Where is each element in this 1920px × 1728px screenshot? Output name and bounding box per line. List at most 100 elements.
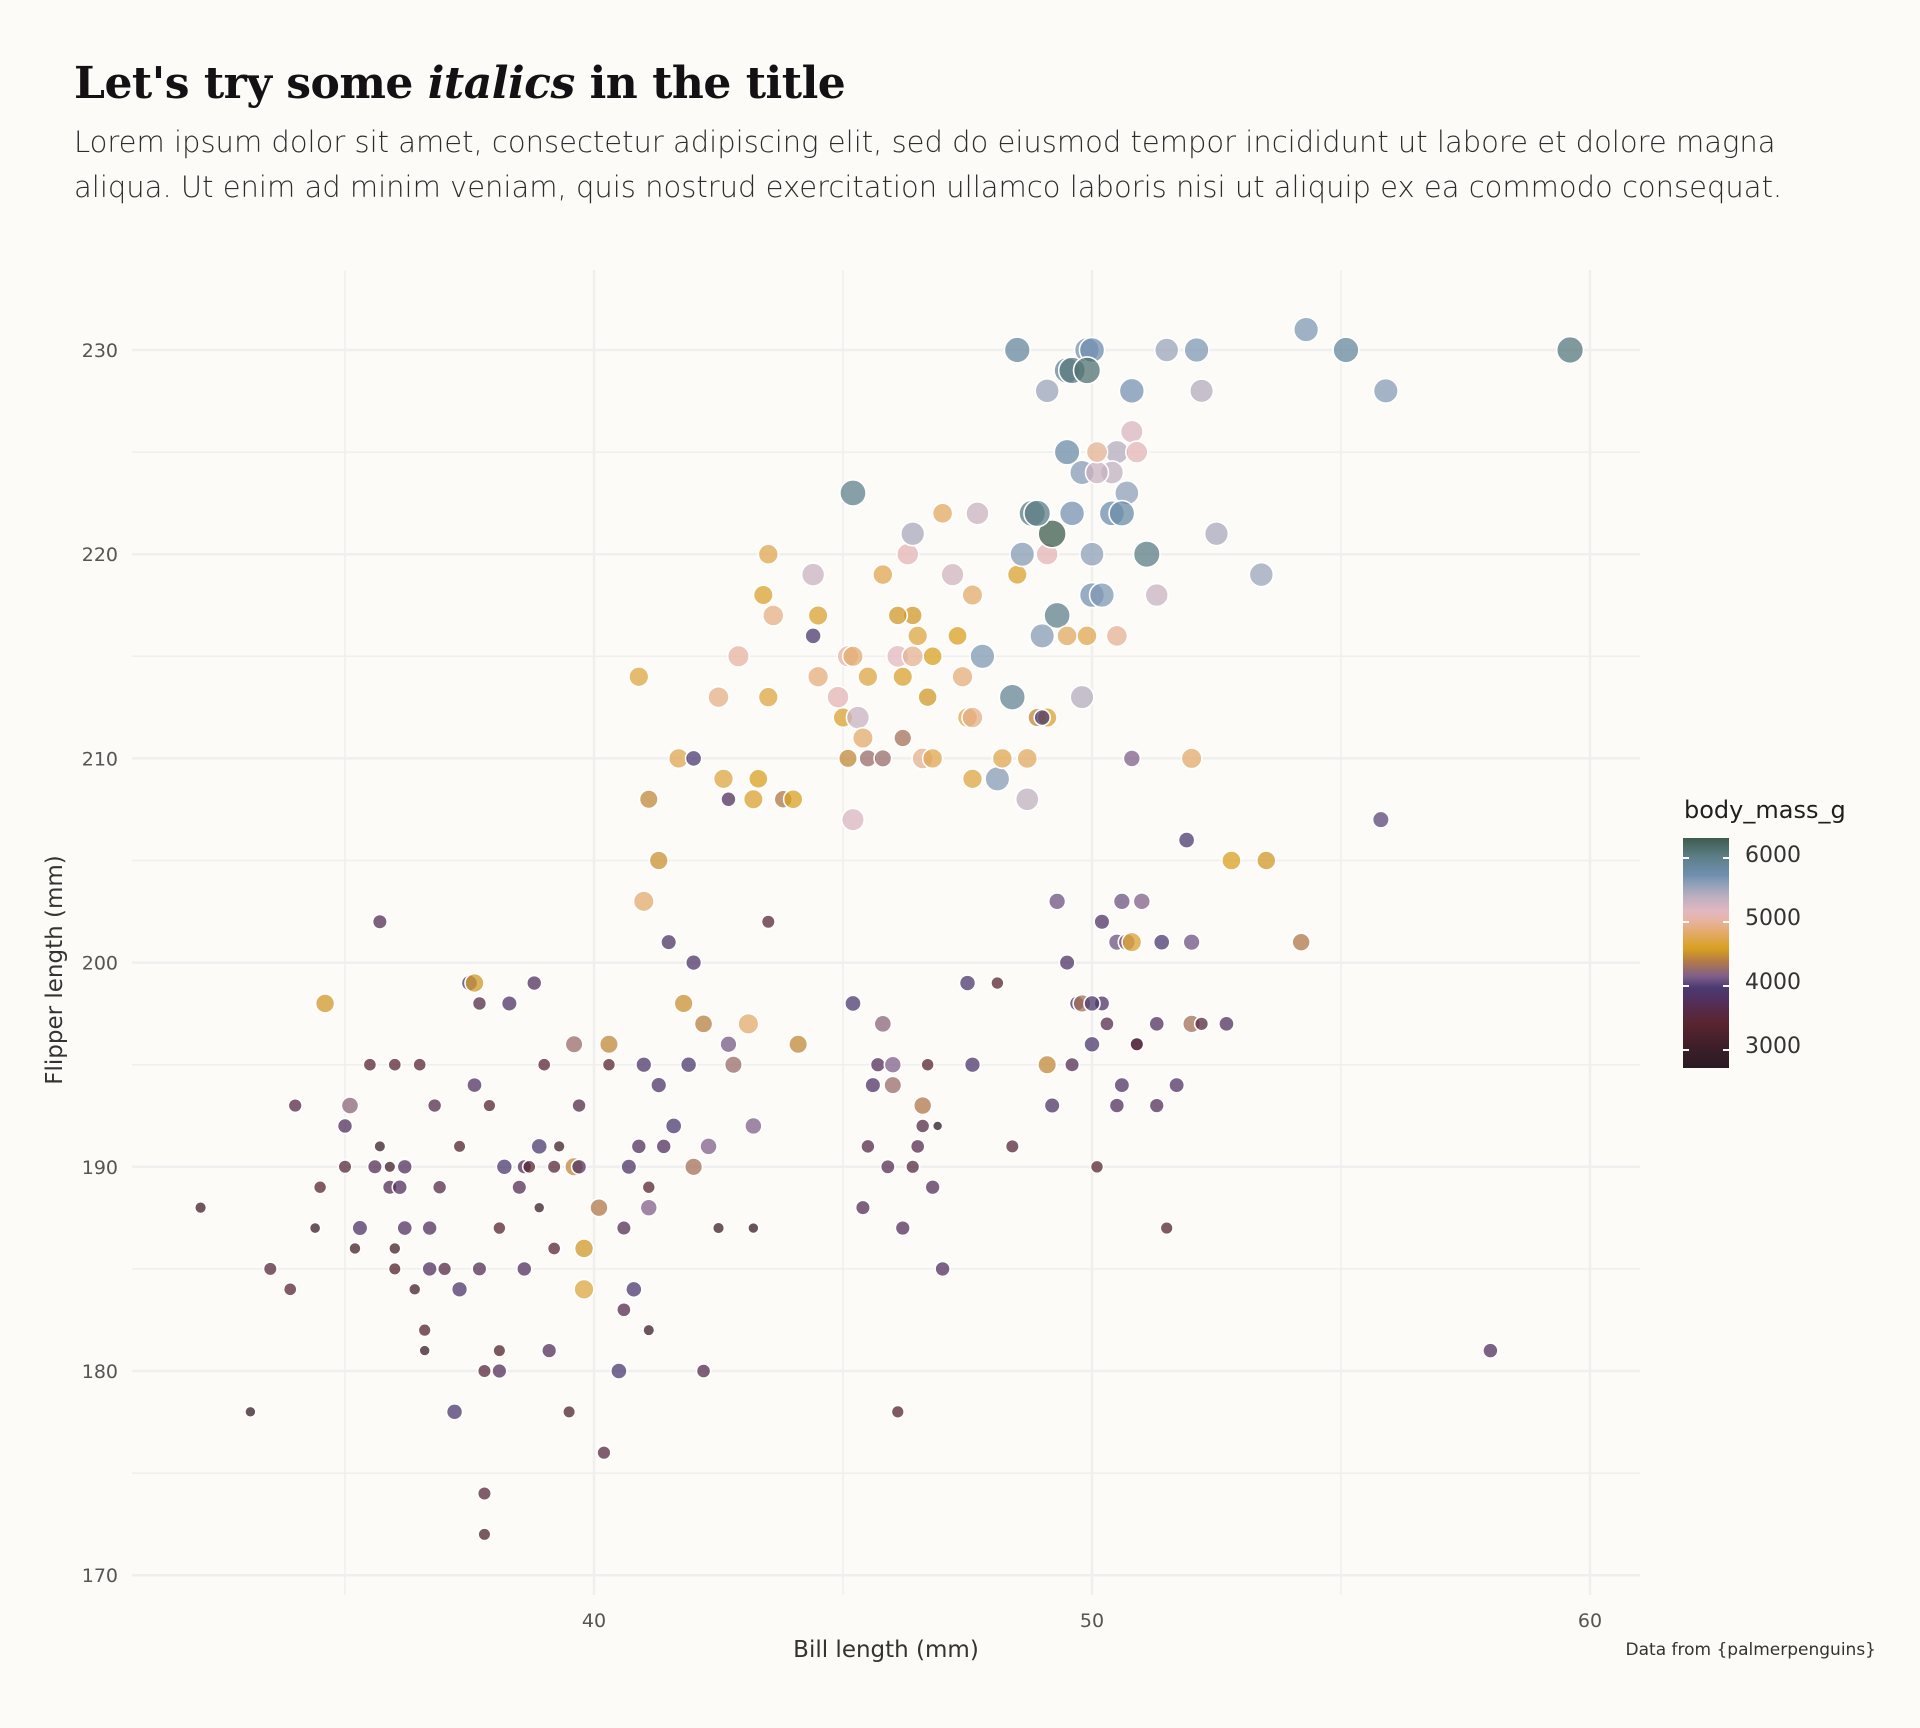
data-point	[387, 1261, 402, 1276]
data-point	[466, 1076, 483, 1094]
data-point	[757, 686, 779, 708]
data-point	[1085, 440, 1109, 464]
data-point	[1099, 1015, 1115, 1032]
data-point	[912, 1095, 933, 1116]
data-point	[571, 1097, 587, 1114]
data-point	[693, 1013, 714, 1034]
data-point	[383, 1160, 397, 1174]
y-axis-ticks: 170 180 190 200 210 220 230	[82, 340, 118, 1587]
data-point	[452, 1139, 467, 1154]
data-point	[683, 1157, 704, 1177]
data-point	[391, 1178, 409, 1196]
data-point	[844, 994, 862, 1013]
data-point	[287, 1097, 303, 1114]
data-point	[673, 993, 694, 1014]
data-point	[1168, 1076, 1186, 1094]
data-point	[894, 1219, 911, 1237]
data-point	[1084, 460, 1110, 485]
data-point	[639, 1198, 659, 1217]
data-point	[431, 1179, 448, 1196]
data-point	[628, 666, 650, 688]
legend-label-3000: 3000	[1745, 1034, 1801, 1059]
data-point	[552, 1139, 566, 1154]
data-point	[1113, 1076, 1131, 1094]
data-point	[546, 1241, 562, 1256]
data-point	[561, 1404, 577, 1419]
data-point	[1089, 1159, 1105, 1175]
data-point	[632, 890, 655, 913]
data-point	[373, 1139, 387, 1153]
data-point	[412, 1057, 428, 1073]
data-point	[679, 1055, 698, 1074]
data-point	[1555, 335, 1585, 365]
data-point	[879, 1158, 896, 1175]
data-point	[1079, 541, 1105, 568]
data-point	[525, 974, 543, 992]
data-point	[445, 1403, 464, 1421]
data-point	[664, 1117, 683, 1135]
data-point	[1153, 337, 1180, 363]
data-point	[495, 1158, 514, 1176]
data-point	[917, 686, 938, 708]
data-point	[890, 1404, 905, 1420]
data-point	[699, 1137, 718, 1156]
data-point	[720, 790, 737, 808]
data-point	[476, 1485, 493, 1502]
data-point	[761, 604, 785, 627]
legend-title: body_mass_g	[1684, 796, 1846, 824]
data-point	[895, 542, 920, 567]
data-point	[826, 685, 850, 709]
data-point	[1058, 953, 1076, 972]
data-point	[1083, 994, 1101, 1013]
data-point	[660, 933, 678, 951]
data-point	[1372, 377, 1399, 404]
data-point	[387, 1241, 402, 1256]
data-point	[515, 1260, 533, 1278]
data-point	[958, 974, 977, 992]
data-point	[620, 1158, 638, 1176]
data-point	[726, 644, 751, 668]
data-point	[934, 1260, 951, 1278]
data-point	[1088, 581, 1116, 609]
data-point	[1148, 1097, 1165, 1114]
data-point	[615, 1301, 632, 1318]
data-point	[421, 1219, 438, 1237]
data-point	[1043, 601, 1072, 630]
data-point	[1118, 377, 1146, 405]
data-point	[589, 1197, 609, 1218]
data-point	[742, 788, 764, 810]
y-tick-label: 200	[82, 953, 118, 975]
data-point	[752, 584, 774, 606]
data-point	[940, 562, 965, 587]
data-point	[744, 1116, 763, 1136]
data-point	[282, 1281, 298, 1297]
data-point	[598, 1034, 620, 1055]
data-point	[396, 1219, 414, 1237]
data-point	[854, 1199, 872, 1216]
data-point	[348, 1241, 362, 1256]
data-point	[1069, 684, 1095, 710]
color-scale-bar	[1683, 838, 1729, 1068]
data-point	[990, 975, 1005, 991]
data-point	[1188, 378, 1215, 404]
data-point	[747, 768, 769, 790]
color-scale-tick	[1723, 984, 1729, 987]
data-point	[477, 1527, 492, 1542]
data-point	[532, 1201, 546, 1214]
data-point	[426, 1097, 443, 1114]
y-tick-label: 210	[82, 748, 118, 770]
data-point	[573, 1238, 595, 1259]
data-point	[1482, 1342, 1499, 1359]
data-point	[1108, 499, 1136, 527]
y-tick-label: 230	[82, 340, 118, 362]
y-axis-title: Flipper length (mm)	[42, 855, 68, 1085]
data-point	[314, 993, 336, 1014]
data-point	[536, 1057, 552, 1073]
x-tick-label: 60	[1578, 1610, 1602, 1632]
data-point	[530, 1137, 549, 1156]
data-point	[1063, 1056, 1081, 1073]
data-point	[482, 1098, 497, 1113]
color-scale-tick	[1683, 921, 1689, 924]
data-point	[642, 1323, 656, 1337]
data-point	[900, 521, 926, 547]
